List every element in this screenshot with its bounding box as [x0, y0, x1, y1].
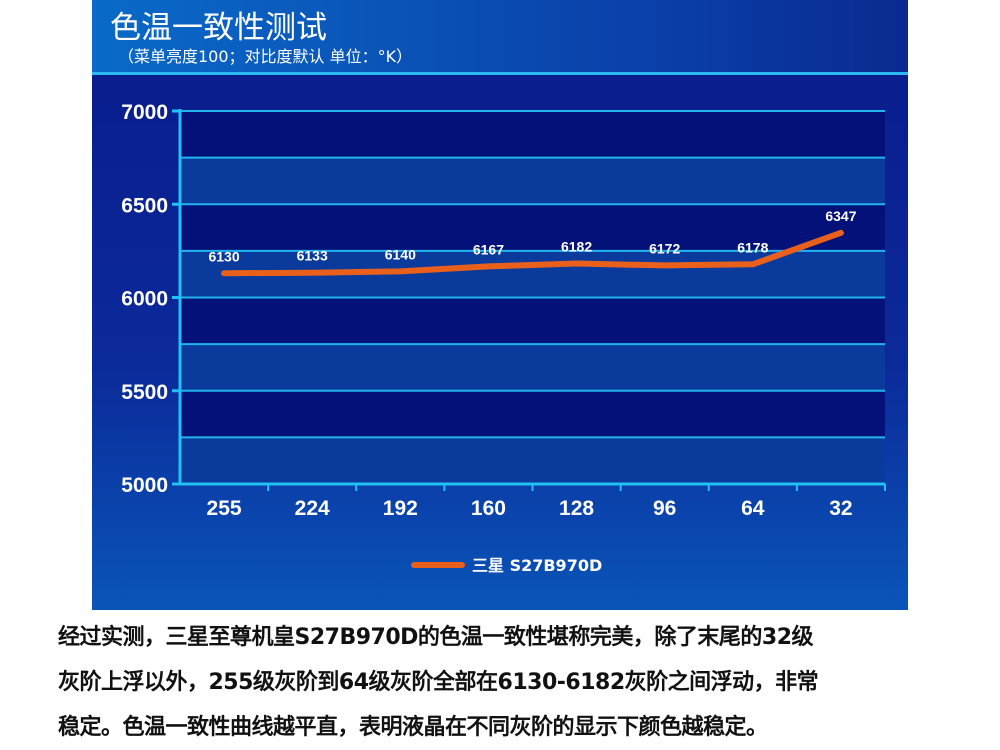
caption-line: 稳定。色温一致性曲线越平直，表明液晶在不同灰阶的显示下颜色越稳定。	[58, 715, 768, 740]
x-tick-label: 160	[471, 497, 506, 520]
data-label: 6167	[473, 241, 504, 257]
data-label: 6133	[297, 248, 328, 264]
x-tick-label: 128	[559, 497, 594, 520]
y-tick-label: 7000	[121, 101, 168, 124]
x-tick-label: 64	[741, 497, 765, 520]
data-label: 6178	[737, 239, 768, 255]
data-label: 6172	[649, 240, 680, 256]
y-tick-label: 6000	[121, 288, 168, 311]
chart-subtitle: （菜单亮度100；对比度默认 单位：°K）	[118, 47, 413, 66]
x-tick-label: 96	[653, 497, 676, 520]
legend-label: 三星 S27B970D	[472, 556, 602, 575]
x-tick-label: 224	[295, 497, 330, 520]
data-label: 6347	[825, 208, 856, 224]
data-label: 6140	[385, 246, 416, 262]
data-label: 6130	[208, 248, 239, 264]
grid-band	[180, 157, 885, 205]
series-line	[221, 229, 844, 277]
grid-band	[180, 344, 885, 391]
data-label: 6182	[561, 239, 592, 255]
caption: 经过实测，三星至尊机皇S27B970D的色温一致性堪称完美，除了末尾的32级 灰…	[58, 615, 958, 750]
chart-title: 色温一致性测试	[110, 10, 327, 46]
x-tick-label: 192	[383, 497, 418, 520]
y-tick-label: 5000	[121, 474, 168, 497]
x-tick-label: 32	[829, 497, 852, 520]
line-chart: 5000 5500 6000 6500 7000 255 224 192 160 128 96 64 3…	[121, 101, 886, 575]
x-tick-label: 255	[207, 497, 242, 520]
grid-band	[180, 437, 885, 484]
y-tick-label: 5500	[121, 381, 168, 404]
y-tick-label: 6500	[121, 194, 168, 217]
chart-header: 色温一致性测试 （菜单亮度100；对比度默认 单位：°K）	[92, 0, 908, 75]
caption-line: 灰阶上浮以外，255级灰阶到64级灰阶全部在6130-6182灰阶之间浮动，非常	[58, 670, 819, 695]
caption-line: 经过实测，三星至尊机皇S27B970D的色温一致性堪称完美，除了末尾的32级	[58, 625, 814, 650]
